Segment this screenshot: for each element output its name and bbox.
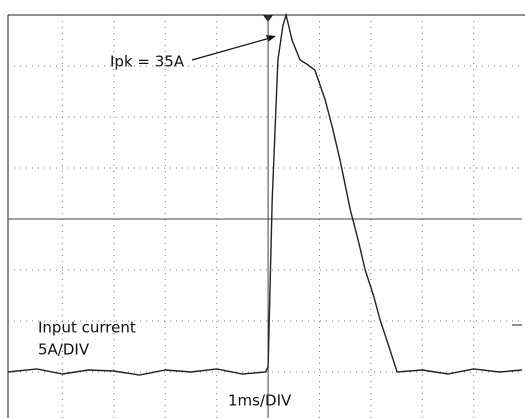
channel-label: Input current <box>38 319 136 337</box>
trace <box>7 12 523 376</box>
peak-arrow <box>191 37 271 61</box>
timebase-label: 1ms/DIV <box>228 392 292 410</box>
peak-label: Ipk = 35A <box>110 53 185 71</box>
peak-arrow-head <box>266 35 276 42</box>
scale-label: 5A/DIV <box>38 341 90 359</box>
